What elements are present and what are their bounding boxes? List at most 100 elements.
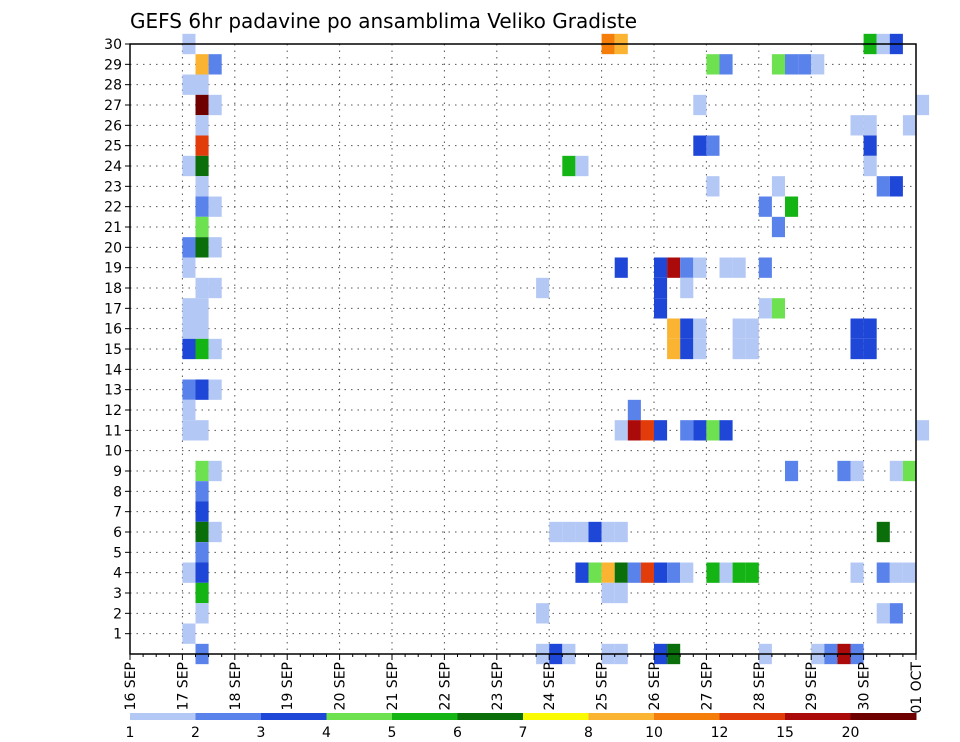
legend-label: 7: [519, 725, 528, 741]
y-tick-label: 26: [104, 118, 122, 134]
heatmap-cell: [863, 115, 877, 136]
heatmap-cell: [680, 318, 694, 339]
y-tick-label: 19: [104, 261, 122, 277]
heatmap-cell: [195, 135, 209, 156]
heatmap-cell: [745, 338, 759, 360]
heatmap-cell: [182, 318, 196, 339]
heatmap-cell: [706, 54, 720, 75]
x-tick-label: 21 SEP: [385, 662, 401, 710]
heatmap-cell: [850, 115, 864, 136]
legend-swatch: [785, 713, 851, 720]
y-tick-label: 6: [113, 525, 122, 541]
heatmap-cell: [693, 338, 707, 360]
heatmap-cell: [850, 338, 864, 360]
heatmap-cell: [863, 155, 877, 177]
y-tick-label: 4: [113, 566, 122, 582]
grid-lines: [130, 44, 916, 654]
heatmap-cell: [588, 562, 602, 583]
heatmap-cell: [667, 318, 681, 339]
heatmap-cell: [719, 257, 733, 278]
legend-swatch: [850, 713, 917, 720]
heatmap-cell: [208, 277, 222, 299]
heatmap-cell: [732, 257, 746, 278]
heatmap-cell: [575, 155, 589, 177]
y-tick-label: 1: [113, 627, 122, 643]
y-tick-label: 21: [104, 220, 122, 236]
heatmap-cell: [195, 379, 209, 400]
heatmap-cell: [863, 338, 877, 360]
y-tick-label: 14: [104, 362, 122, 378]
heatmap-cell: [195, 481, 209, 502]
legend-label: 15: [776, 725, 794, 741]
x-tick-label: 20 SEP: [333, 662, 349, 710]
heatmap-cell: [601, 582, 615, 604]
x-tick-label: 27 SEP: [699, 662, 715, 710]
y-tick-label: 23: [104, 179, 122, 195]
legend-swatch: [392, 713, 458, 720]
heatmap-cell: [195, 521, 209, 543]
heatmap-cell: [195, 277, 209, 299]
heatmap-cell: [208, 460, 222, 482]
x-tick-label: 17 SEP: [175, 662, 191, 710]
legend-label: 4: [322, 725, 331, 741]
heatmap-cell: [195, 196, 209, 217]
heatmap-cell: [549, 521, 563, 543]
heatmap-cell: [771, 216, 785, 238]
y-tick-label: 18: [104, 281, 122, 297]
heatmap-cell: [693, 94, 707, 116]
heatmap-cell: [850, 318, 864, 339]
x-tick-label: 18 SEP: [228, 662, 244, 710]
heatmap-cell: [732, 562, 746, 583]
heatmap-cell: [195, 54, 209, 75]
heatmap-cell: [614, 562, 628, 583]
heatmap-cell: [182, 623, 196, 644]
heatmap-cell: [208, 521, 222, 543]
heatmap-cell: [182, 74, 196, 95]
heatmap-cell: [182, 379, 196, 400]
heatmap-cell: [640, 562, 654, 583]
heatmap-cell: [667, 257, 681, 278]
heatmap-cell: [654, 277, 668, 299]
legend-swatch: [130, 713, 196, 720]
heatmap-cell: [889, 460, 903, 482]
heatmap-cell: [195, 94, 209, 116]
heatmap-cell: [562, 155, 576, 177]
heatmap-cell: [182, 257, 196, 278]
heatmap-cell: [575, 521, 589, 543]
y-tick-label: 27: [104, 98, 122, 114]
y-tick-label: 15: [104, 342, 122, 358]
heatmap-cell: [876, 176, 890, 197]
heatmap-cell: [889, 603, 903, 624]
heatmap-cell: [667, 338, 681, 360]
legend-label: 12: [711, 725, 729, 741]
heatmap-cell: [850, 460, 864, 482]
heatmap-cell: [902, 562, 916, 583]
heatmap-cell: [693, 420, 707, 441]
chart-title: GEFS 6hr padavine po ansamblima Veliko G…: [130, 9, 637, 33]
heatmap-cell: [654, 257, 668, 278]
heatmap-cell: [654, 298, 668, 319]
heatmap-cell: [195, 562, 209, 583]
x-tick-label: 28 SEP: [752, 662, 768, 710]
heatmap-cell: [693, 135, 707, 156]
heatmap-cell: [693, 318, 707, 339]
heatmap-cell: [863, 135, 877, 156]
heatmap-cell: [863, 318, 877, 339]
y-tick-label: 10: [104, 444, 122, 460]
y-tick-label: 16: [104, 322, 122, 338]
heatmap-cell: [745, 562, 759, 583]
heatmap-cell: [575, 562, 589, 583]
heatmap-cell: [745, 318, 759, 339]
y-tick-label: 8: [113, 484, 122, 500]
heatmap-cell: [195, 216, 209, 238]
heatmap-cell: [182, 298, 196, 319]
heatmap-cell: [785, 460, 799, 482]
heatmap-cell: [195, 542, 209, 563]
heatmap-cell: [771, 298, 785, 319]
heatmap-cell: [732, 338, 746, 360]
heatmap-cell: [902, 115, 916, 136]
heatmap-cell: [536, 603, 550, 624]
heatmap-cell: [195, 176, 209, 197]
heatmap-cell: [889, 176, 903, 197]
